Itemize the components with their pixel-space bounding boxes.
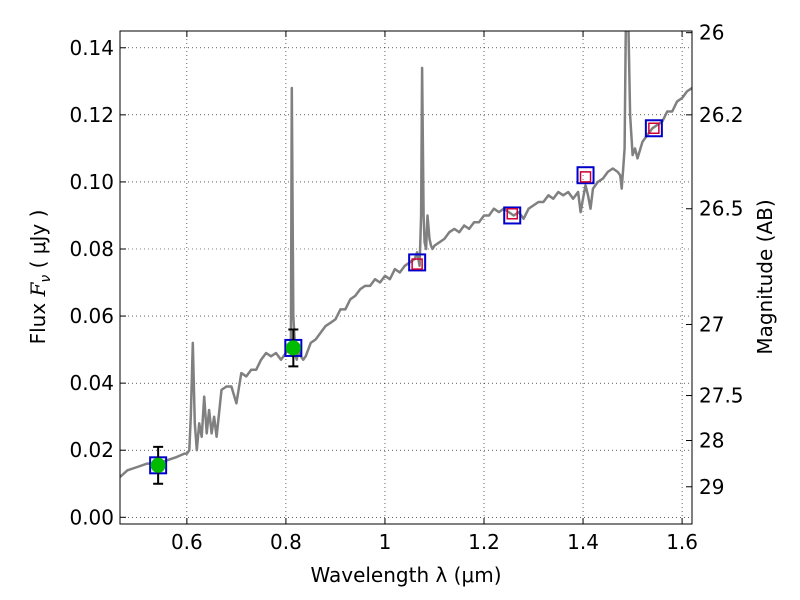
- x-tick-label: 1: [379, 530, 392, 554]
- model-photometry-alt-square: [506, 208, 518, 220]
- y-right-tick-label: 27.5: [699, 384, 744, 408]
- y-axis-label: Flux Fν ( μJy ): [26, 210, 54, 345]
- x-tick-label: 1.2: [468, 530, 500, 554]
- y-tick-label: 0.10: [69, 170, 114, 194]
- x-tick-label: 1.4: [567, 530, 599, 554]
- x-axis-label: Wavelength λ (μm): [310, 563, 501, 587]
- plot-frame: [119, 30, 693, 525]
- axis-ticks: 0.6 0.8 1 1.2 1.4 1.6 0.00 0.02 0.04 0.06 0.08 0.10…: [69, 21, 743, 554]
- y-tick-label: 0.14: [69, 36, 114, 60]
- model-photometry-alt-square: [579, 171, 592, 183]
- photometry-markers: [149, 119, 663, 485]
- y-tick-label: 0.06: [69, 304, 114, 328]
- spectrum-line: [120, 31, 692, 478]
- observed-point: [285, 340, 301, 356]
- y-right-tick-label: 28: [699, 428, 724, 452]
- model-photometry-square: [576, 166, 595, 185]
- spectrum-series: [120, 31, 692, 478]
- y-right-tick-label: 27: [699, 312, 724, 336]
- x-tick-label: 1.6: [666, 530, 698, 554]
- y-tick-label: 0.02: [69, 438, 114, 462]
- model-photometry-square: [503, 206, 522, 225]
- y-right-tick-label: 26.5: [699, 197, 744, 221]
- y-axis-label-prefix: Flux: [26, 296, 50, 344]
- y-tick-label: 0.04: [69, 371, 114, 395]
- y-right-tick-label: 29: [699, 475, 724, 499]
- grid: [120, 31, 692, 524]
- y-right-tick-label: 26.2: [699, 103, 744, 127]
- model-photometry-alt-square: [411, 258, 423, 270]
- model-photometry-square: [644, 119, 663, 138]
- x-tick-label: 0.6: [171, 530, 203, 554]
- y-axis-label-symbol: F: [26, 281, 50, 297]
- y-axis-label-subscript: ν: [38, 275, 54, 283]
- y-right-tick-label: 26: [699, 21, 724, 45]
- y-axis-label-suffix: ( μJy ): [26, 210, 50, 275]
- model-photometry-square: [408, 253, 427, 272]
- y-tick-label: 0.08: [69, 237, 114, 261]
- y-axis-right-label: Magnitude (AB): [753, 199, 777, 354]
- observed-point: [150, 457, 166, 473]
- x-tick-label: 0.8: [270, 530, 302, 554]
- y-tick-label: 0.00: [69, 505, 114, 529]
- model-photometry-alt-square: [648, 122, 660, 135]
- y-tick-label: 0.12: [69, 103, 114, 127]
